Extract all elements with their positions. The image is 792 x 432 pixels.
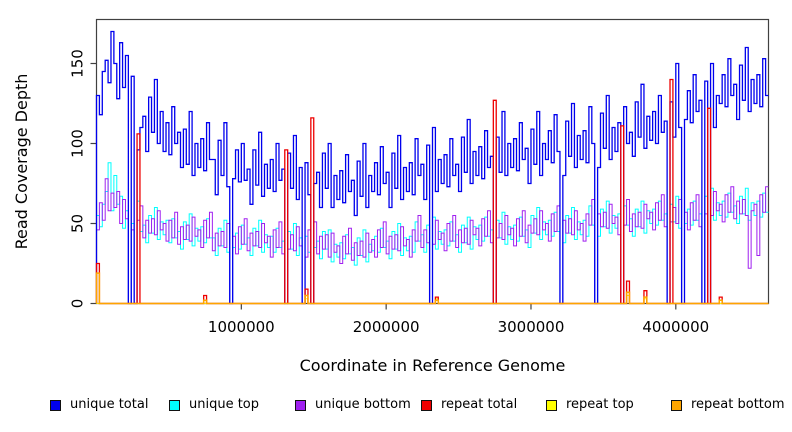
legend-item-unique-top: unique top — [169, 397, 259, 413]
legend-item-unique-bottom: unique bottom — [295, 397, 411, 413]
x-tick-label: 4000000 — [642, 318, 709, 336]
legend-label: unique top — [189, 397, 260, 412]
legend-item-repeat-bottom: repeat bottom — [671, 397, 785, 413]
chart-legend: unique total unique top unique bottom repea… — [0, 397, 792, 417]
y-tick-label: 0 — [69, 299, 87, 309]
legend-item-repeat-total: repeat total — [421, 397, 517, 413]
legend-swatch-icon — [295, 399, 306, 411]
legend-label: repeat total — [441, 397, 518, 412]
series-unique-total — [95, 30, 769, 305]
legend-label: unique total — [70, 397, 149, 412]
x-axis-title: Coordinate in Reference Genome — [300, 356, 566, 375]
legend-swatch-icon — [169, 399, 180, 411]
x-tick-label: 2000000 — [353, 318, 420, 336]
x-tick-label: 3000000 — [498, 318, 565, 336]
y-tick-label: 150 — [69, 49, 87, 78]
y-axis-title: Read Coverage Depth — [12, 74, 31, 250]
series-repeat-bottom — [95, 272, 769, 305]
legend-swatch-icon — [50, 399, 61, 411]
x-tick-label: 1000000 — [208, 318, 275, 336]
legend-swatch-icon — [671, 399, 682, 411]
legend-label: repeat top — [566, 397, 634, 412]
y-tick-label: 50 — [69, 214, 87, 233]
legend-swatch-icon — [546, 399, 557, 411]
legend-label: repeat bottom — [691, 397, 785, 412]
legend-swatch-icon — [421, 399, 432, 411]
legend-item-repeat-top: repeat top — [546, 397, 634, 413]
legend-label: unique bottom — [315, 397, 411, 412]
y-tick-label: 100 — [69, 129, 87, 158]
legend-item-unique-total: unique total — [50, 397, 148, 413]
